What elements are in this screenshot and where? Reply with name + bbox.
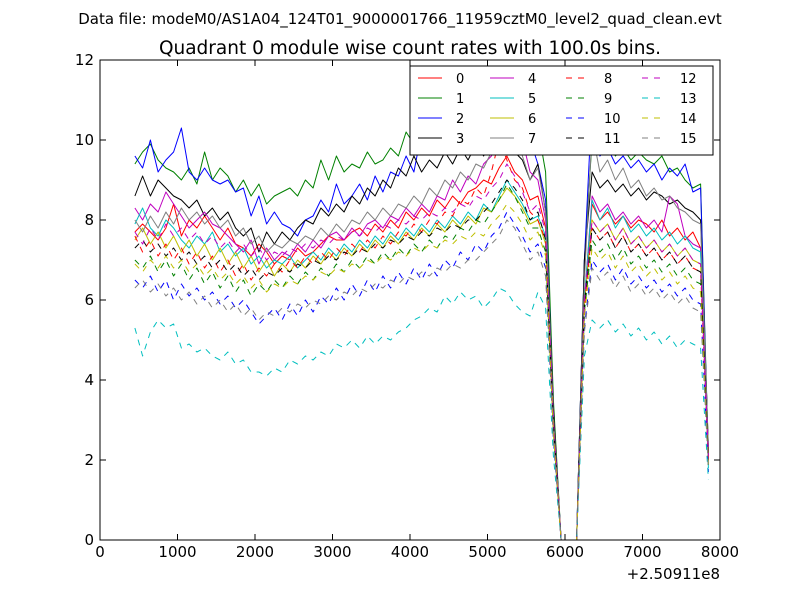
y-tick-label: 0 bbox=[84, 531, 94, 549]
x-tick-label: 5000 bbox=[468, 543, 506, 561]
series-line-14 bbox=[134, 203, 709, 540]
legend-label-7: 7 bbox=[528, 132, 536, 147]
legend-label-14: 14 bbox=[680, 112, 697, 127]
series-line-7 bbox=[134, 115, 709, 540]
x-tick-label: 7000 bbox=[623, 543, 661, 561]
legend-label-6: 6 bbox=[528, 112, 536, 127]
legend-label-12: 12 bbox=[680, 72, 697, 87]
legend-label-9: 9 bbox=[604, 92, 612, 107]
y-tick-label: 8 bbox=[84, 211, 94, 229]
legend-label-5: 5 bbox=[528, 92, 536, 107]
legend-label-11: 11 bbox=[604, 132, 621, 147]
legend-label-3: 3 bbox=[456, 132, 464, 147]
series-line-6 bbox=[134, 187, 709, 540]
x-tick-label: 8000 bbox=[701, 543, 739, 561]
x-axis-offset-label: +2.50911e8 bbox=[627, 565, 720, 583]
x-tick-label: 2000 bbox=[236, 543, 274, 561]
y-tick-label: 2 bbox=[84, 451, 94, 469]
legend-frame bbox=[409, 65, 714, 156]
legend-label-10: 10 bbox=[604, 112, 621, 127]
series-line-9 bbox=[134, 183, 709, 540]
legend-label-4: 4 bbox=[528, 72, 536, 87]
legend-label-8: 8 bbox=[604, 72, 612, 87]
series-line-5 bbox=[134, 179, 709, 540]
x-tick-label: 4000 bbox=[391, 543, 429, 561]
y-tick-label: 6 bbox=[84, 291, 94, 309]
x-axis: 0 1000 2000 3000 4000 5000 6000 7000 8000 bbox=[95, 60, 739, 561]
y-tick-label: 12 bbox=[75, 51, 94, 69]
legend-label-2: 2 bbox=[456, 112, 464, 127]
y-tick-label: 4 bbox=[84, 371, 94, 389]
legend-label-15: 15 bbox=[680, 132, 697, 147]
series-line-15 bbox=[134, 219, 709, 540]
legend-label-0: 0 bbox=[456, 72, 464, 87]
legend-label-13: 13 bbox=[680, 92, 697, 107]
series-line-12 bbox=[134, 163, 709, 540]
series-line-3 bbox=[134, 131, 709, 540]
x-tick-label: 1000 bbox=[158, 543, 196, 561]
x-tick-label: 3000 bbox=[313, 543, 351, 561]
legend-label-1: 1 bbox=[456, 92, 464, 107]
chart-suptitle: Data file: modeM0/AS1A04_124T01_90000017… bbox=[78, 10, 722, 29]
y-tick-label: 10 bbox=[75, 131, 94, 149]
series-line-11 bbox=[134, 179, 709, 540]
x-tick-label: 6000 bbox=[546, 543, 584, 561]
x-tick-label: 0 bbox=[95, 543, 105, 561]
chart-title: Quadrant 0 module wise count rates with … bbox=[159, 38, 661, 59]
